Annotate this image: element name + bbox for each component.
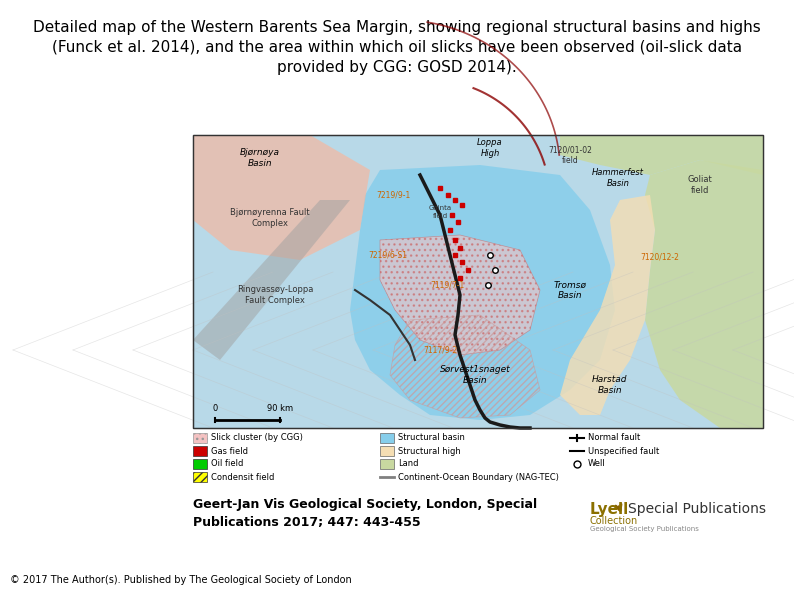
- Text: Ringvassøy-Loppa
Fault Complex: Ringvassøy-Loppa Fault Complex: [237, 285, 313, 305]
- Text: Harstad
Basin: Harstad Basin: [592, 375, 628, 394]
- Polygon shape: [560, 135, 763, 175]
- Polygon shape: [350, 165, 615, 420]
- Text: Oil field: Oil field: [211, 459, 244, 468]
- Text: Geert-Jan Vis Geological Society, London, Special
Publications 2017; 447: 443-45: Geert-Jan Vis Geological Society, London…: [193, 498, 537, 529]
- Text: 90 km: 90 km: [267, 404, 293, 413]
- Text: Detailed map of the Western Barents Sea Margin, showing regional structural basi: Detailed map of the Western Barents Sea …: [33, 20, 761, 74]
- Text: 0: 0: [212, 404, 218, 413]
- Text: 7117/9-2: 7117/9-2: [423, 346, 457, 355]
- Bar: [380, 459, 394, 469]
- Text: 7219/6-S1: 7219/6-S1: [368, 250, 407, 259]
- Text: Hammerfest
Basin: Hammerfest Basin: [592, 168, 644, 187]
- Polygon shape: [645, 160, 763, 428]
- Polygon shape: [193, 200, 350, 360]
- Text: Structural high: Structural high: [398, 446, 461, 456]
- Text: Loppa
High: Loppa High: [477, 138, 503, 158]
- Bar: [193, 135, 763, 428]
- Text: Continent-Ocean Boundary (NAG-TEC): Continent-Ocean Boundary (NAG-TEC): [398, 472, 559, 481]
- Text: Tromsø
Basin: Tromsø Basin: [553, 280, 587, 300]
- Text: Gas field: Gas field: [211, 446, 248, 456]
- Text: Slick cluster (by CGG): Slick cluster (by CGG): [211, 434, 303, 443]
- Text: Collection: Collection: [590, 516, 638, 526]
- Text: Goliat
field: Goliat field: [688, 176, 712, 195]
- Bar: [193, 459, 207, 469]
- Text: 7120/12-2: 7120/12-2: [641, 252, 680, 261]
- Text: Special Publications: Special Publications: [628, 502, 766, 516]
- Bar: [380, 446, 394, 456]
- Text: Geological Society Publications: Geological Society Publications: [590, 526, 699, 532]
- Text: Bjørnøyrenna Fault
Complex: Bjørnøyrenna Fault Complex: [230, 208, 310, 228]
- Bar: [193, 433, 207, 443]
- Text: © 2017 The Author(s). Published by The Geological Society of London: © 2017 The Author(s). Published by The G…: [10, 575, 352, 585]
- Text: Sørvest1snaget
Basin: Sørvest1snaget Basin: [440, 365, 511, 385]
- Text: Lyell: Lyell: [590, 502, 630, 517]
- Text: Structural basin: Structural basin: [398, 434, 464, 443]
- Text: 7119/7-1: 7119/7-1: [430, 280, 464, 290]
- Bar: [193, 472, 207, 482]
- Polygon shape: [560, 195, 655, 415]
- Text: Gointa
field: Gointa field: [429, 205, 452, 218]
- Text: 7219/9-1: 7219/9-1: [376, 190, 410, 199]
- Text: Land: Land: [398, 459, 418, 468]
- Bar: [193, 446, 207, 456]
- Text: Bjørnøya
Basin: Bjørnøya Basin: [240, 148, 280, 168]
- Text: Unspecified fault: Unspecified fault: [588, 446, 659, 456]
- Polygon shape: [380, 235, 540, 355]
- Bar: [193, 135, 763, 428]
- Text: Normal fault: Normal fault: [588, 434, 640, 443]
- Bar: [380, 433, 394, 443]
- Text: 7120/01-02
field: 7120/01-02 field: [548, 145, 592, 165]
- Text: Condensit field: Condensit field: [211, 472, 275, 481]
- Polygon shape: [193, 135, 370, 260]
- Text: Well: Well: [588, 459, 606, 468]
